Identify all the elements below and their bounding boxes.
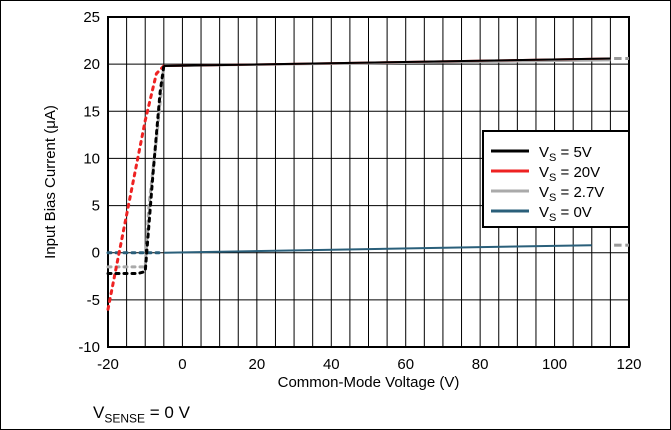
x-tick-label: 60 [397, 356, 414, 373]
y-tick-label: -10 [78, 339, 100, 356]
series-2-dotted-line [106, 64, 166, 269]
y-tick-label: 20 [83, 56, 100, 73]
x-tick-label: 120 [616, 356, 641, 373]
legend-label: VS = 5V [539, 144, 592, 164]
series-0-dotted-line [106, 64, 166, 275]
y-axis-label: Input Bias Current (μA) [42, 105, 59, 259]
legend-label: VS = 20V [539, 164, 600, 184]
y-tick-label: 15 [83, 103, 100, 120]
series-3-solid-line [163, 244, 592, 254]
y-tick-label: 5 [92, 198, 100, 215]
y-tick-label: 10 [83, 150, 100, 167]
x-axis-label: Common-Mode Voltage (V) [278, 374, 460, 391]
legend-box [482, 130, 630, 228]
x-tick-label: 100 [542, 356, 567, 373]
x-tick-label: 80 [472, 356, 489, 373]
footnote: VSENSE = 0 V [93, 403, 190, 426]
legend-label: VS = 2.7V [539, 184, 604, 204]
y-tick-label: 0 [92, 245, 100, 262]
y-tick-label: 25 [83, 9, 100, 26]
x-tick-label: 0 [178, 356, 186, 373]
legend-label: VS = 0V [539, 204, 592, 224]
y-tick-label: -5 [87, 292, 100, 309]
series-1-dotted-line [106, 64, 166, 311]
x-tick-label: -20 [97, 356, 119, 373]
x-tick-label: 40 [323, 356, 340, 373]
x-tick-label: 20 [249, 356, 266, 373]
series-0-solid-line [163, 57, 611, 67]
